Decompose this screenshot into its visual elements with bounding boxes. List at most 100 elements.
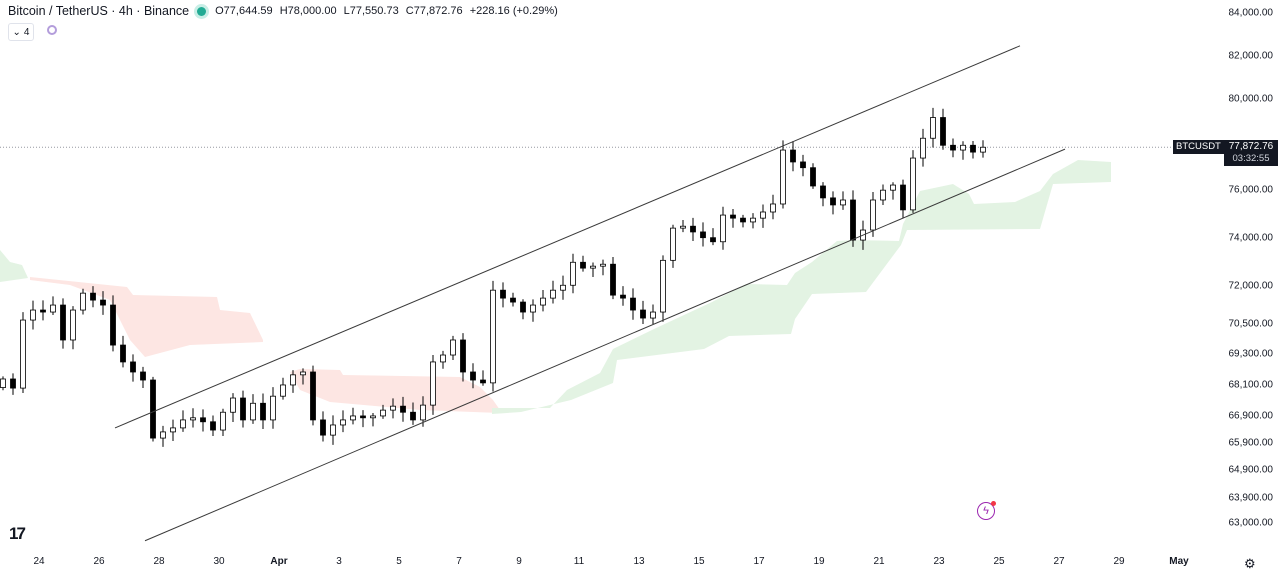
price-tick: 82,000.00 [1228, 50, 1274, 62]
candle-up [540, 297, 546, 306]
time-tick: 25 [993, 556, 1005, 567]
candle-up [440, 354, 446, 363]
candle-up [420, 404, 426, 421]
candle-down [810, 167, 816, 187]
symbol-price-label: BTCUSDT [1173, 140, 1224, 155]
candle-up [600, 263, 606, 267]
time-tick: Apr [270, 556, 288, 567]
cloud-region [30, 277, 263, 357]
candle-down [110, 304, 116, 346]
candle-down [90, 292, 96, 301]
candle-down [950, 144, 956, 151]
time-tick: 26 [93, 556, 105, 567]
indicators-toggle-button[interactable]: ⌄ 4 [8, 23, 34, 41]
cloud-region [492, 160, 1111, 414]
candle-down [410, 411, 416, 421]
price-tick: 65,900.00 [1228, 437, 1274, 449]
chevron-down-icon: ⌄ [12, 26, 21, 38]
candle-down [800, 161, 806, 169]
candle-up [490, 289, 496, 384]
candle-up [220, 411, 226, 431]
time-tick: 23 [933, 556, 945, 567]
price-tick: 76,000.00 [1228, 184, 1274, 196]
symbol-title[interactable]: Bitcoin / TetherUS · 4h · Binance [8, 4, 190, 18]
price-tick: 72,000.00 [1228, 280, 1274, 292]
price-tick: 74,000.00 [1228, 232, 1274, 244]
time-tick: 5 [396, 556, 402, 567]
price-tick: 84,000.00 [1228, 7, 1274, 19]
candle-up [670, 227, 676, 261]
market-status-icon[interactable] [197, 6, 207, 16]
candle-up [530, 304, 536, 313]
candle-up [570, 261, 576, 286]
price-tick: 63,900.00 [1228, 492, 1274, 504]
candle-up [380, 409, 386, 417]
candle-up [290, 374, 296, 386]
candle-up [230, 397, 236, 413]
candle-up [960, 144, 966, 151]
price-tick: 64,900.00 [1228, 464, 1274, 476]
candle-down [510, 297, 516, 303]
candle-down [100, 299, 106, 306]
last-price-label: 77,872.76 03:32:55 [1224, 140, 1278, 167]
candle-up [780, 149, 786, 205]
time-tick: 19 [813, 556, 825, 567]
candle-up [70, 309, 76, 341]
candle-up [770, 203, 776, 213]
lightning-icon[interactable]: ϟ [977, 501, 996, 520]
tradingview-logo[interactable]: 17 [9, 524, 26, 543]
price-tick: 70,500.00 [1228, 318, 1274, 330]
gear-icon[interactable]: ⚙ [1244, 556, 1256, 571]
candle-down [240, 397, 246, 421]
candle-down [690, 225, 696, 233]
candle-up [890, 184, 896, 191]
candle-up [930, 117, 936, 139]
candle-down [740, 217, 746, 223]
candle-up [160, 431, 166, 439]
price-tick: 80,000.00 [1228, 93, 1274, 105]
candle-down [130, 361, 136, 373]
ohlc-values: O77,644.59 H78,000.00 L77,550.73 C77,872… [215, 5, 562, 17]
time-tick: 11 [573, 556, 585, 567]
candle-up [280, 384, 286, 397]
candle-down [400, 405, 406, 413]
candle-down [360, 415, 366, 419]
candle-up [390, 405, 396, 411]
candle-up [590, 265, 596, 269]
cloud-region [0, 250, 28, 282]
parallel-channel [114, 45, 1066, 542]
time-tick: 24 [33, 556, 45, 567]
candle-down [10, 378, 16, 389]
candle-up [430, 361, 436, 406]
candle-up [750, 217, 756, 223]
candle-down [620, 294, 626, 299]
candle-down [630, 297, 636, 311]
candle-down [520, 301, 526, 313]
symbol-header: Bitcoin / TetherUS · 4h · Binance O77,64… [8, 4, 562, 18]
candle-down [700, 231, 706, 239]
time-tick: 28 [153, 556, 165, 567]
bar-countdown: 03:32:55 [1232, 153, 1270, 165]
candle-up [680, 225, 686, 229]
change-value: +228.16 (+0.29%) [469, 5, 558, 17]
low-value: L77,550.73 [343, 5, 399, 17]
cloud-region [290, 369, 500, 413]
candle-up [910, 157, 916, 211]
candle-up [340, 419, 346, 426]
candle-down [790, 149, 796, 163]
candle-down [640, 309, 646, 319]
candle-down [310, 371, 316, 421]
time-tick: 21 [873, 556, 885, 567]
indicators-count: 4 [23, 26, 30, 38]
candle-up [660, 259, 666, 313]
candle-up [20, 319, 26, 389]
time-tick: 17 [753, 556, 765, 567]
candle-down [260, 402, 266, 421]
time-tick: 7 [456, 556, 462, 567]
time-tick: 29 [1113, 556, 1125, 567]
candle-up [0, 378, 6, 388]
candle-up [650, 311, 656, 319]
candle-up [350, 415, 356, 421]
candle-up [250, 402, 256, 421]
